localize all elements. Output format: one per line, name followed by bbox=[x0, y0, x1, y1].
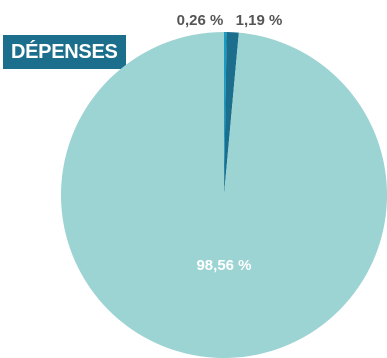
chart-title: DÉPENSES bbox=[3, 35, 126, 69]
pie-slices bbox=[61, 32, 387, 358]
slice-label: 0,26 % bbox=[177, 12, 224, 29]
pie-slice bbox=[61, 32, 387, 358]
pie-slice bbox=[224, 32, 227, 195]
slice-label: 98,56 % bbox=[196, 257, 251, 274]
pie-labels: 0,26 % 1,19 % 98,56 % bbox=[177, 12, 283, 274]
pie-slice bbox=[224, 32, 239, 195]
slice-label: 1,19 % bbox=[236, 12, 283, 29]
